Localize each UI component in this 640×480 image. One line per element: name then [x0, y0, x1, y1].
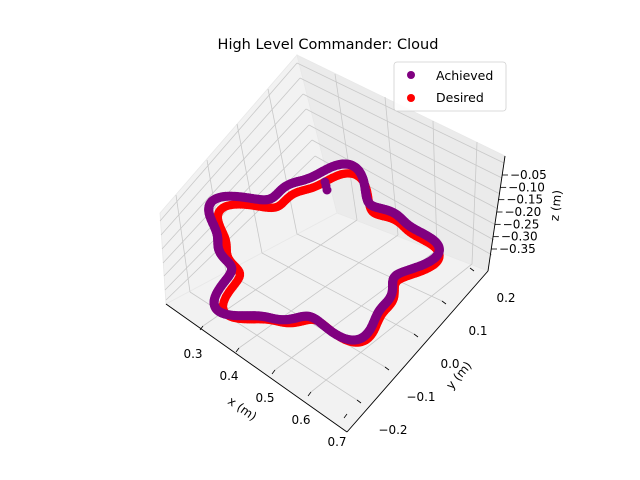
x-tick-label: 0.5	[255, 391, 274, 405]
grid-z-left	[164, 139, 313, 291]
y-tick-mark	[384, 366, 390, 371]
grid-x-wall	[432, 120, 438, 251]
x-tick-mark	[271, 369, 276, 375]
x-tick-label: 0.6	[291, 413, 310, 427]
grid-z-left	[159, 62, 298, 222]
grid-x-wall	[334, 73, 358, 221]
legend-box	[393, 61, 507, 112]
y-tick-mark	[441, 300, 447, 305]
legend-marker-achieved	[407, 71, 415, 79]
x-tick-mark	[235, 347, 240, 353]
legend-label-achieved: Achieved	[436, 68, 493, 83]
grid-z-left	[160, 77, 301, 236]
series-achieved	[204, 159, 444, 345]
grid-x-wall	[471, 141, 478, 265]
grid-z-right	[302, 93, 501, 195]
z-ticks: −0.05−0.10−0.15−0.20−0.25−0.30−0.35	[491, 168, 547, 256]
achieved-point	[433, 249, 443, 259]
y-tick-mark	[413, 333, 419, 338]
grid-x-floor	[310, 263, 473, 393]
y-tick-label: 0.2	[496, 291, 515, 305]
y-tick-label: 0.0	[440, 357, 459, 371]
y-tick-mark	[469, 267, 475, 272]
x-tick-label: 0.4	[219, 369, 238, 383]
z-tick-label: −0.35	[499, 242, 536, 256]
z-tick-label: −0.10	[508, 180, 545, 194]
grid-z-right	[296, 62, 505, 164]
legend: Achieved Desired	[393, 61, 507, 112]
legend-label-desired: Desired	[436, 90, 484, 105]
x-tick-mark	[307, 391, 312, 397]
legend-marker-desired	[407, 94, 415, 102]
x-tick-label: 0.3	[183, 347, 202, 361]
grid-z-left	[162, 108, 307, 264]
grid-y-wall	[175, 194, 191, 293]
x-axis-line	[165, 303, 348, 433]
x-axis-label: x (m)	[225, 394, 259, 424]
y-tick-mark	[356, 399, 362, 404]
y-tick-label: 0.1	[468, 324, 487, 338]
grid-z-right	[311, 139, 495, 241]
z-tick-label: −0.25	[503, 217, 540, 231]
grid-y-floor	[261, 252, 415, 335]
chart-title: High Level Commander: Cloud	[218, 37, 439, 53]
z-axis-label: z (m)	[547, 189, 564, 221]
x-tick-mark	[199, 325, 204, 331]
achieved-point	[322, 185, 332, 195]
y-tick-label: −0.2	[378, 423, 407, 437]
grid-z-right	[305, 108, 499, 210]
grid-y-floor	[296, 233, 443, 302]
grid-x-floor	[238, 234, 399, 349]
grid-z-left	[161, 93, 304, 250]
z-tick-label: −0.15	[506, 193, 543, 207]
y-axis-line	[346, 270, 489, 433]
grid-z-right	[299, 77, 503, 179]
grid-z-right	[308, 124, 497, 226]
gridlines	[159, 62, 505, 401]
y-ticks: −0.2 −0.1 0.0 0.1 0.2	[356, 267, 516, 437]
z-tick-label: −0.20	[505, 205, 542, 219]
x-tick-label: 0.7	[327, 435, 346, 449]
z-tick-label: −0.05	[510, 168, 547, 182]
z-tick-label: −0.30	[501, 230, 538, 244]
x-tick-mark	[343, 413, 348, 419]
grid-y-wall	[267, 88, 298, 235]
grid-y-wall	[236, 123, 263, 254]
x-ticks: 0.3 0.4 0.5 0.6 0.7	[183, 325, 348, 449]
grid-x-floor	[202, 219, 358, 327]
y-tick-label: −0.1	[406, 390, 435, 404]
